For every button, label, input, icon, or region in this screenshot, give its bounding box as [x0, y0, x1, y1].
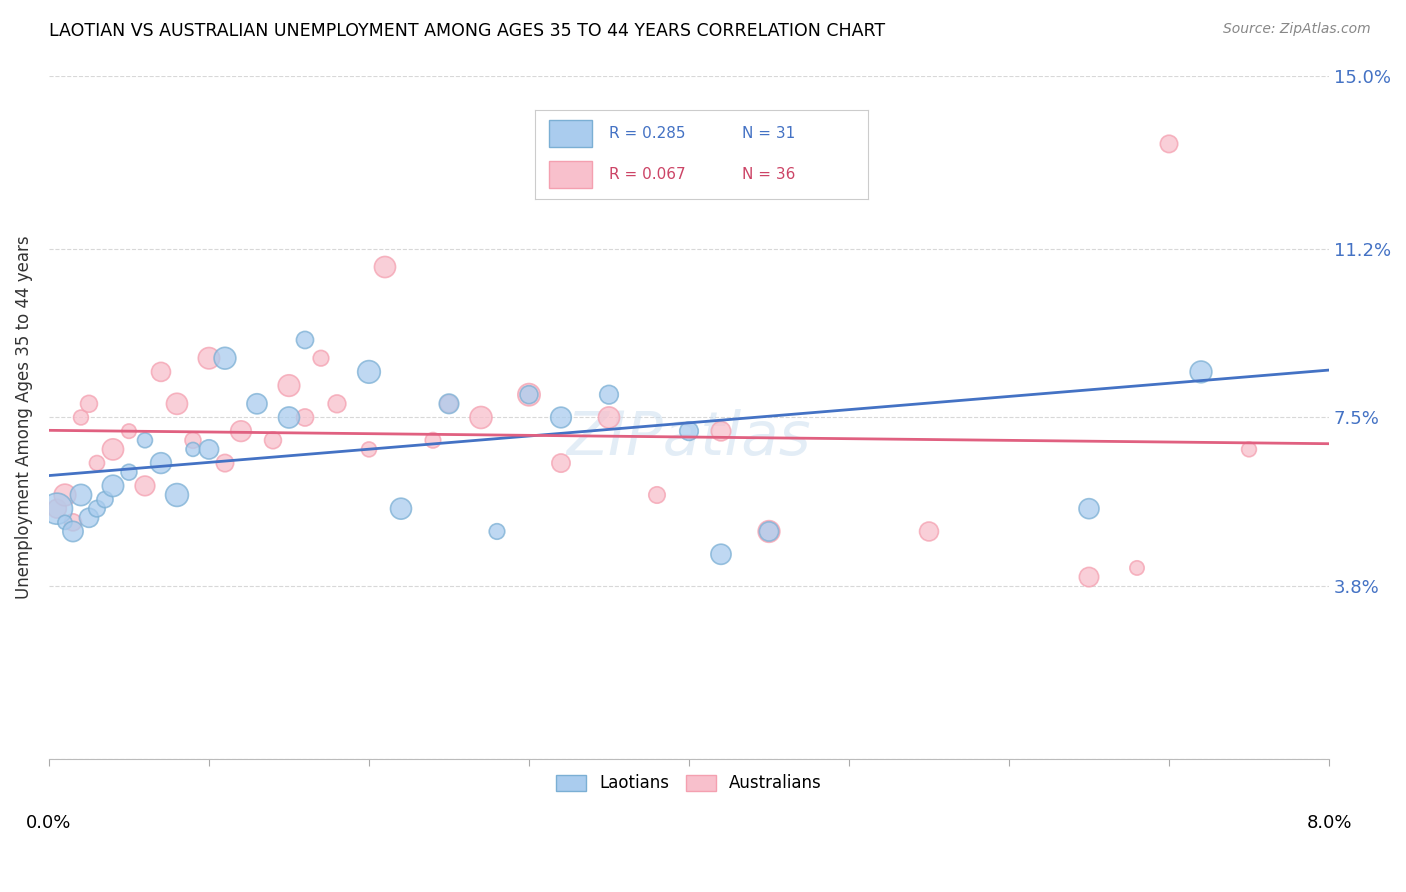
Point — [1237, 442, 1260, 457]
Point — [918, 524, 941, 539]
Point — [758, 524, 780, 539]
Legend: Laotians, Australians: Laotians, Australians — [550, 768, 828, 799]
Point — [149, 365, 172, 379]
Point — [422, 434, 444, 448]
Point — [806, 136, 828, 151]
Text: Source: ZipAtlas.com: Source: ZipAtlas.com — [1223, 22, 1371, 37]
Point — [389, 501, 412, 516]
Point — [149, 456, 172, 470]
Point — [101, 479, 124, 493]
Text: ZIPatlas: ZIPatlas — [567, 409, 811, 467]
Point — [598, 410, 620, 425]
Point — [517, 387, 540, 401]
Point — [1157, 136, 1180, 151]
Point — [1078, 570, 1101, 584]
Point — [62, 516, 84, 530]
Point — [294, 410, 316, 425]
Text: 8.0%: 8.0% — [1306, 814, 1351, 832]
Point — [70, 488, 93, 502]
Point — [62, 524, 84, 539]
Point — [118, 424, 141, 438]
Point — [550, 410, 572, 425]
Point — [166, 397, 188, 411]
Point — [77, 510, 100, 524]
Point — [437, 397, 460, 411]
Point — [309, 351, 332, 366]
Point — [598, 387, 620, 401]
Point — [1078, 501, 1101, 516]
Point — [517, 387, 540, 401]
Point — [357, 442, 380, 457]
Point — [294, 333, 316, 347]
Point — [181, 442, 204, 457]
Point — [118, 465, 141, 479]
Point — [198, 351, 221, 366]
Point — [70, 410, 93, 425]
Point — [214, 456, 236, 470]
Point — [246, 397, 269, 411]
Point — [214, 351, 236, 366]
Point — [645, 488, 668, 502]
Text: LAOTIAN VS AUSTRALIAN UNEMPLOYMENT AMONG AGES 35 TO 44 YEARS CORRELATION CHART: LAOTIAN VS AUSTRALIAN UNEMPLOYMENT AMONG… — [49, 22, 886, 40]
Point — [374, 260, 396, 274]
Point — [357, 365, 380, 379]
Point — [53, 488, 76, 502]
Point — [710, 424, 733, 438]
Point — [86, 501, 108, 516]
Point — [86, 456, 108, 470]
Point — [326, 397, 349, 411]
Point — [229, 424, 252, 438]
Y-axis label: Unemployment Among Ages 35 to 44 years: Unemployment Among Ages 35 to 44 years — [15, 235, 32, 599]
Point — [53, 516, 76, 530]
Point — [181, 434, 204, 448]
Point — [485, 524, 508, 539]
Point — [278, 378, 301, 392]
Point — [710, 547, 733, 561]
Point — [278, 410, 301, 425]
Point — [437, 397, 460, 411]
Point — [77, 397, 100, 411]
Point — [134, 479, 156, 493]
Point — [1189, 365, 1212, 379]
Point — [550, 456, 572, 470]
Point — [470, 410, 492, 425]
Point — [134, 434, 156, 448]
Point — [198, 442, 221, 457]
Text: 0.0%: 0.0% — [27, 814, 72, 832]
Point — [262, 434, 284, 448]
Point — [46, 501, 69, 516]
Point — [678, 424, 700, 438]
Point — [166, 488, 188, 502]
Point — [101, 442, 124, 457]
Point — [1126, 561, 1149, 575]
Point — [46, 501, 69, 516]
Point — [758, 524, 780, 539]
Point — [94, 492, 117, 507]
